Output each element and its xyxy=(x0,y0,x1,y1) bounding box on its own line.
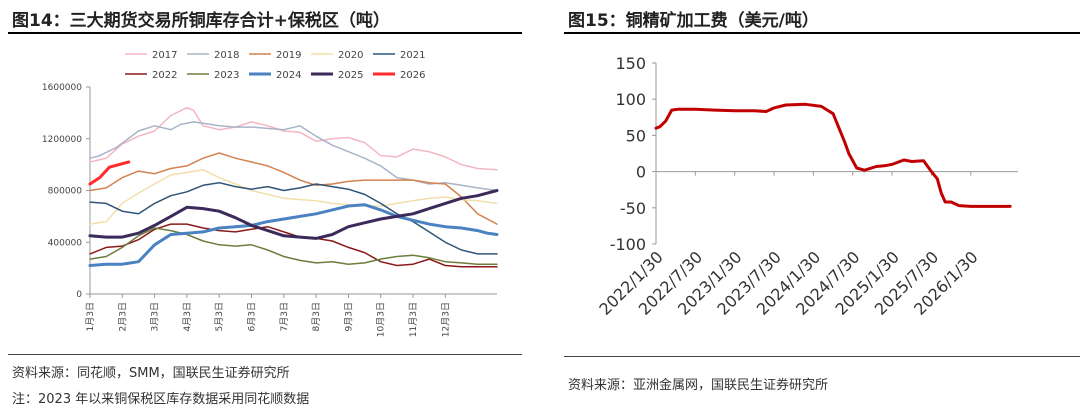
legend-label-2026: 2026 xyxy=(400,70,425,81)
legend-label-2020: 2020 xyxy=(338,50,363,61)
left-x-tick-label: 12月3日 xyxy=(440,302,451,337)
right-y-tick-label: 150 xyxy=(615,54,646,73)
right-title-rule xyxy=(564,32,1080,34)
series-line-2026 xyxy=(88,160,131,186)
left-y-tick-label: 0 xyxy=(76,290,82,300)
series-line-2023 xyxy=(89,227,498,265)
left-y-tick-label: 1200000 xyxy=(42,135,82,145)
series-line-2021 xyxy=(89,181,498,255)
left-x-tick-label: 11月3日 xyxy=(408,302,419,337)
left-title-rule xyxy=(8,32,522,34)
series-line-2017 xyxy=(89,106,498,171)
legend-label-2018: 2018 xyxy=(214,50,239,61)
series-line-2018 xyxy=(89,121,498,192)
tc-series-line xyxy=(654,102,1012,208)
legend-label-2024: 2024 xyxy=(276,70,301,81)
right-y-tick-label: 100 xyxy=(615,90,646,109)
legend-label-2019: 2019 xyxy=(276,50,301,61)
left-x-tick-label: 5月3日 xyxy=(214,302,225,331)
right-chart-title: 图15：铜精矿加工费（美元/吨） xyxy=(568,11,819,31)
left-y-tick-label: 400000 xyxy=(48,238,83,248)
left-y-tick-label: 1600000 xyxy=(42,83,82,93)
right-source-note: 资料来源：亚洲金属网，国联民生证券研究所 xyxy=(568,378,829,393)
left-x-tick-label: 3月3日 xyxy=(150,302,161,331)
right-panel: 图15：铜精矿加工费（美元/吨） -100 -50 0 50 100 150 2022/1/… xyxy=(556,0,1080,411)
series-line-2024 xyxy=(88,203,499,267)
right-y-tick-label: -50 xyxy=(620,199,646,218)
series-line-2020 xyxy=(89,169,498,225)
right-y-tick-label: 50 xyxy=(626,126,646,145)
right-y-tick-label: 0 xyxy=(636,163,646,182)
left-footnote: 注：2023 年以来铜保税区库存数据采用同花顺数据 xyxy=(12,392,310,407)
left-x-tick-label: 7月3日 xyxy=(279,302,290,331)
left-x-tick-label: 9月3日 xyxy=(343,302,354,331)
left-chart: 2017 2018 2019 2020 2021 2022 2023 2024 2025 2026… xyxy=(42,50,499,337)
legend-label-2017: 2017 xyxy=(152,50,177,61)
left-x-tick-label: 6月3日 xyxy=(247,302,258,331)
left-x-tick-label: 10月3日 xyxy=(376,302,387,337)
left-bottom-rule xyxy=(8,354,522,355)
left-x-tick-label: 4月3日 xyxy=(182,302,193,331)
left-x-tick-label: 2月3日 xyxy=(117,302,128,331)
series-line-2025 xyxy=(88,189,499,240)
right-bottom-rule xyxy=(564,356,1080,357)
left-source-note: 资料来源：同花顺，SMM，国联民生证券研究所 xyxy=(12,366,290,381)
left-x-tick-label: 1月3日 xyxy=(85,302,96,331)
legend-label-2023: 2023 xyxy=(214,70,239,81)
series-line-2019 xyxy=(89,152,498,225)
right-y-tick-label: -100 xyxy=(610,235,646,254)
right-chart: -100-500501001502022/1/302022/7/302023/1… xyxy=(595,54,1018,319)
legend-label-2021: 2021 xyxy=(400,50,425,61)
left-panel: 图14：三大期货交易所铜库存合计+保税区（吨） 2017 2018 2019 2020… xyxy=(0,0,530,411)
legend-label-2022: 2022 xyxy=(152,70,177,81)
left-chart-title: 图14：三大期货交易所铜库存合计+保税区（吨） xyxy=(12,11,390,31)
left-x-tick-label: 8月3日 xyxy=(311,302,322,331)
legend-label-2025: 2025 xyxy=(338,70,363,81)
left-y-tick-label: 800000 xyxy=(48,187,83,197)
